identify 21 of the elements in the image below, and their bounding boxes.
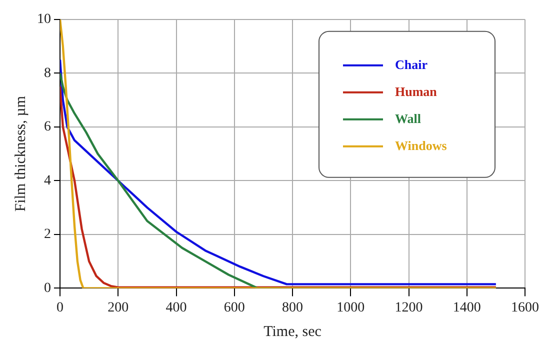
x-tick-label: 0 [56, 300, 64, 316]
x-tick-label: 200 [108, 300, 129, 316]
y-tick-label: 6 [44, 120, 51, 135]
x-tick-label: 1200 [394, 300, 423, 316]
x-tick-label: 1400 [452, 300, 481, 316]
y-tick-label: 0 [44, 280, 51, 296]
legend-label: Wall [395, 110, 422, 126]
y-tick-label: 4 [44, 173, 51, 188]
x-tick-label: 1600 [511, 300, 539, 316]
x-tick-label: 600 [224, 300, 245, 316]
legend-label: Chair [395, 56, 428, 72]
y-tick-label: 8 [44, 66, 51, 81]
x-tick-label: 400 [166, 300, 187, 316]
legend-label: Human [395, 84, 438, 99]
legend-label: Windows [395, 138, 447, 153]
x-tick-label: 1000 [336, 300, 365, 316]
y-tick-label: 10 [37, 12, 51, 28]
x-axis-title: Time, sec [264, 324, 322, 340]
y-tick-label: 2 [44, 227, 51, 242]
y-axis-title: Film thickness, µm [12, 96, 29, 212]
x-tick-label: 800 [282, 300, 303, 316]
